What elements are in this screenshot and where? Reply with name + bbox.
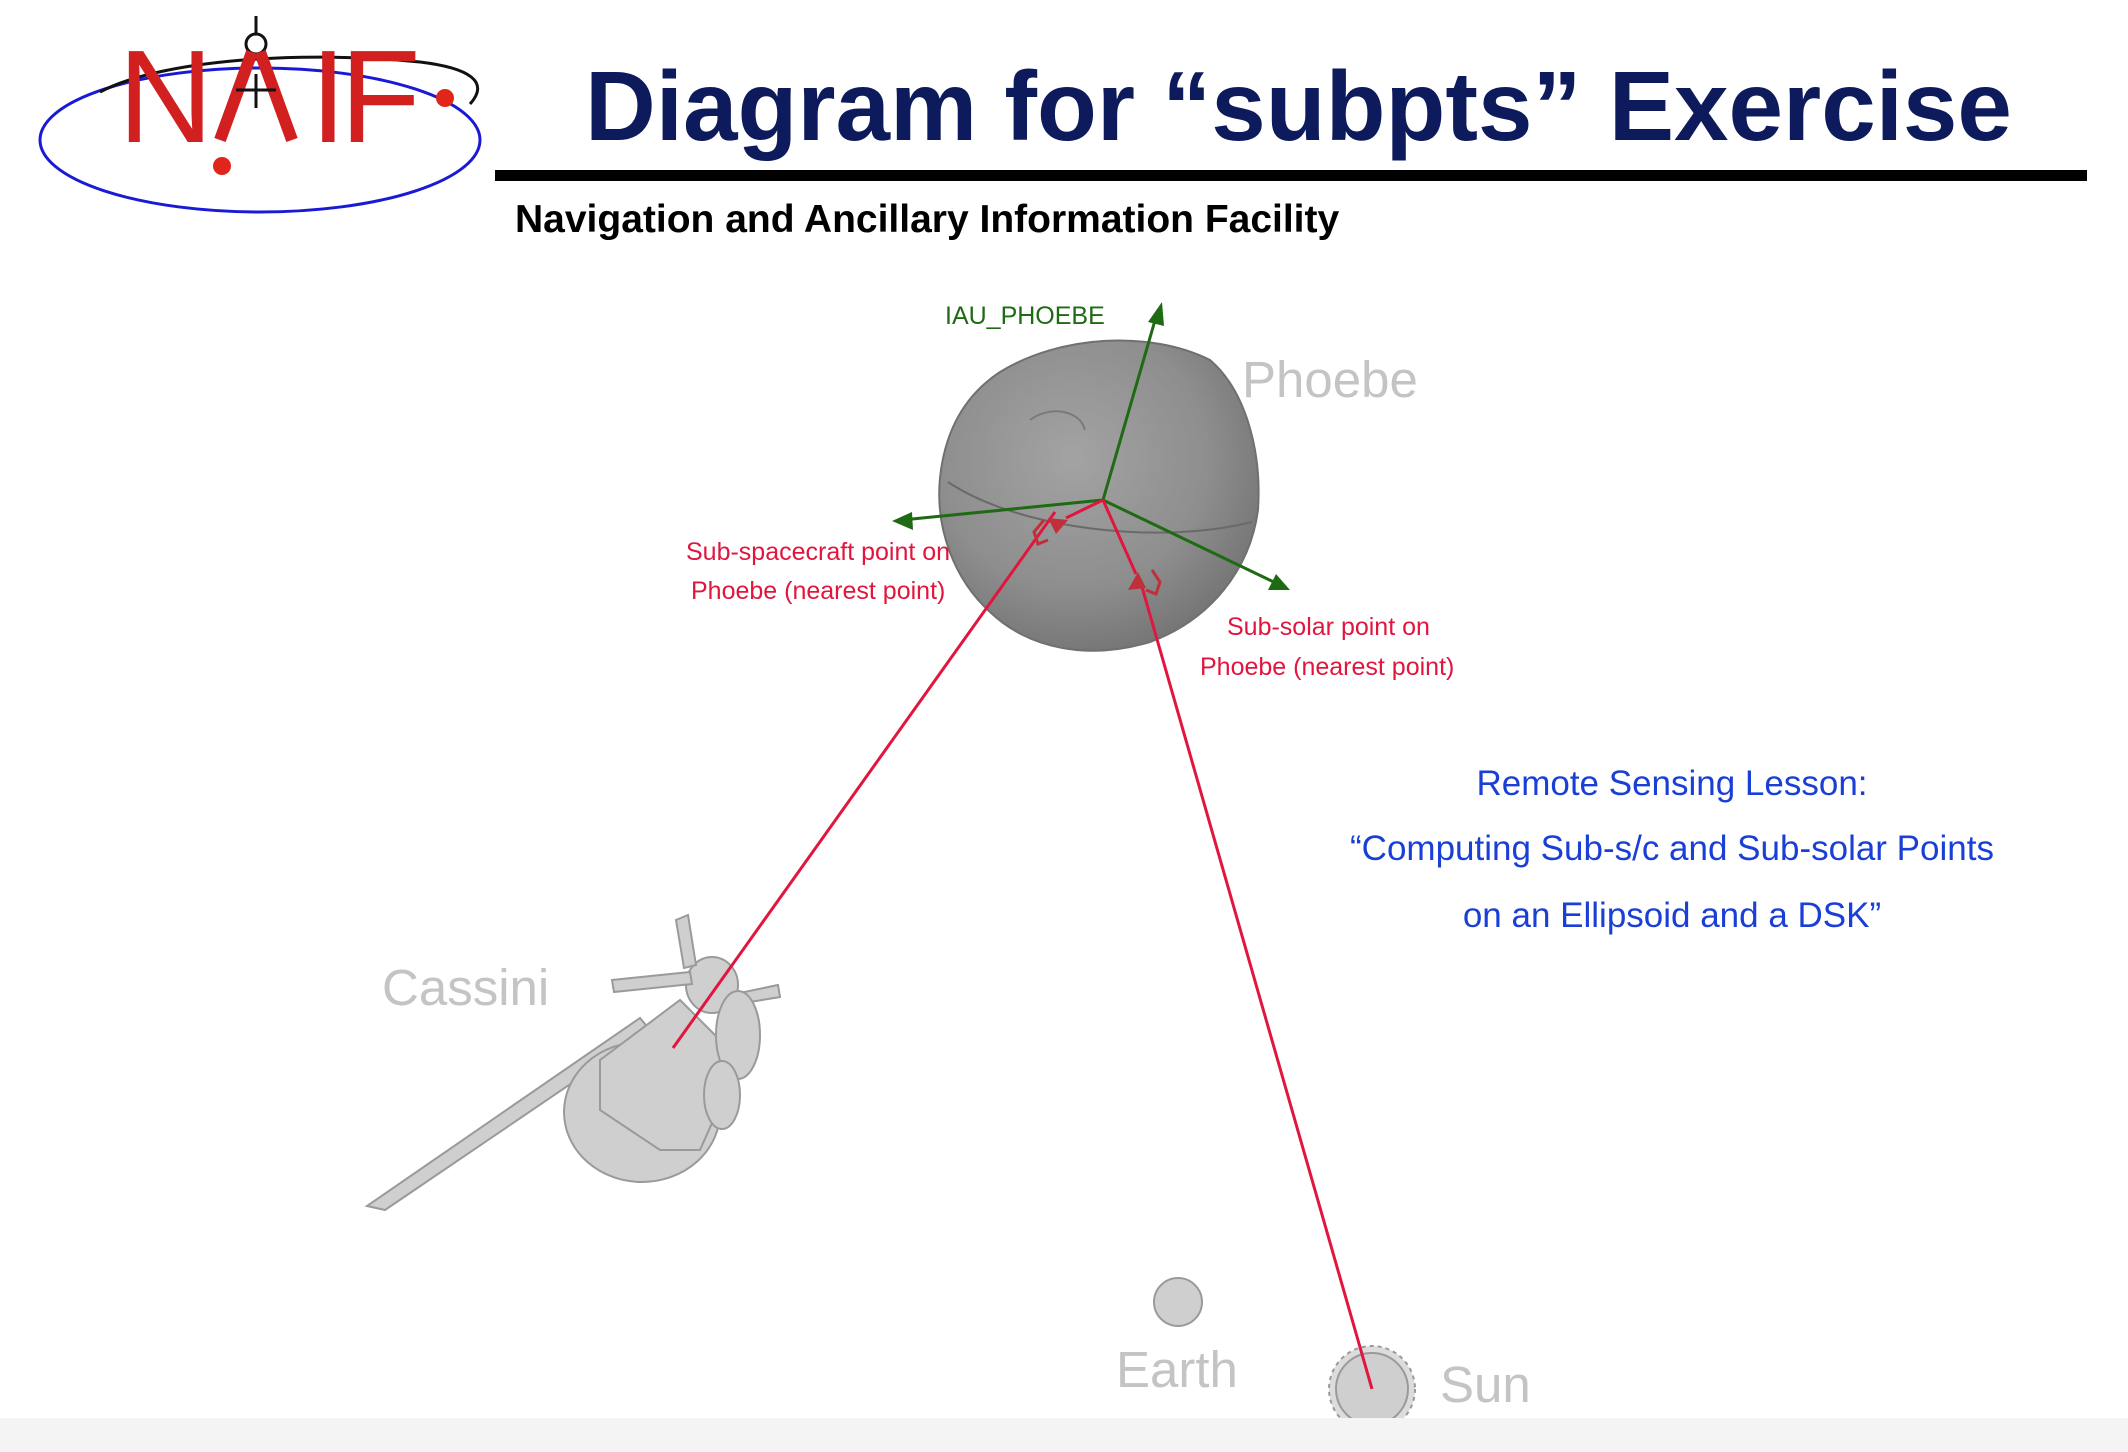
logo-letter-f: F (340, 23, 421, 170)
cassini-top-mast (674, 913, 698, 970)
page-title: Diagram for “subpts” Exercise (585, 51, 2012, 161)
sub-solar-label-line1: Sub-solar point on (1227, 613, 1430, 641)
radial-vector-solar (1101, 499, 1138, 575)
phoebe-equator (947, 481, 1253, 534)
frame-axis-z (1101, 309, 1160, 501)
page-subtitle: Navigation and Ancillary Information Fac… (515, 198, 1340, 241)
logo-orbit-arc (99, 55, 480, 106)
radial-vector-spacecraft (1065, 498, 1104, 520)
sub-spacecraft-label-line2: Phoebe (nearest point) (691, 577, 945, 605)
sub-solar-line (1138, 579, 1374, 1390)
lesson-line-3: on an Ellipsoid and a DSK” (1463, 896, 1881, 935)
phoebe-shape (938, 339, 1260, 652)
naif-logo: N I F (38, 16, 482, 214)
sub-solar-vector (1128, 569, 1374, 1390)
sub-spacecraft-right-angle-marker (1032, 519, 1049, 546)
frame-axis-x-arrowhead (892, 512, 913, 530)
sun-label: Sun (1440, 1356, 1531, 1413)
cassini-bus (599, 998, 742, 1151)
sub-solar-right-angle-marker (1145, 569, 1162, 596)
cassini-left-arm (610, 970, 694, 994)
phoebe-label: Phoebe (1242, 351, 1418, 408)
phoebe-crater (1029, 410, 1086, 431)
frame-axis-y (1102, 498, 1281, 587)
frame-axis-z-arrowhead (1148, 302, 1164, 326)
sub-solar-label-line2: Phoebe (nearest point) (1200, 653, 1454, 681)
cassini-rtg-2 (703, 1060, 741, 1130)
compass-icon (214, 16, 298, 143)
iau-phoebe-frame (892, 302, 1290, 590)
sub-spacecraft-vector (671, 511, 1068, 1049)
phoebe-body (938, 339, 1260, 652)
lesson-title: Remote Sensing Lesson: (1476, 764, 1867, 803)
earth-label: Earth (1116, 1341, 1238, 1398)
logo-letter-i: I (310, 23, 347, 170)
frame-axis-y-arrowhead (1268, 574, 1290, 590)
sub-spacecraft-arrowhead (1048, 518, 1068, 534)
title-rule (495, 170, 2087, 181)
earth-body (1153, 1277, 1203, 1327)
logo-planet-dot-right (436, 89, 454, 107)
frame-label: IAU_PHOEBE (945, 302, 1105, 330)
sub-solar-arrowhead (1128, 572, 1146, 590)
frame-axis-x (901, 498, 1104, 522)
cassini-label: Cassini (382, 959, 549, 1016)
cassini-spacecraft (364, 913, 782, 1212)
logo-planet-dot-bottom (213, 157, 231, 175)
logo-letter-n: N (118, 23, 213, 170)
sub-spacecraft-line (671, 511, 1057, 1049)
bottom-bar (0, 1418, 2128, 1452)
lesson-line-2: “Computing Sub-s/c and Sub-solar Points (1350, 829, 1994, 868)
sub-spacecraft-label-line1: Sub-spacecraft point on (686, 538, 950, 566)
